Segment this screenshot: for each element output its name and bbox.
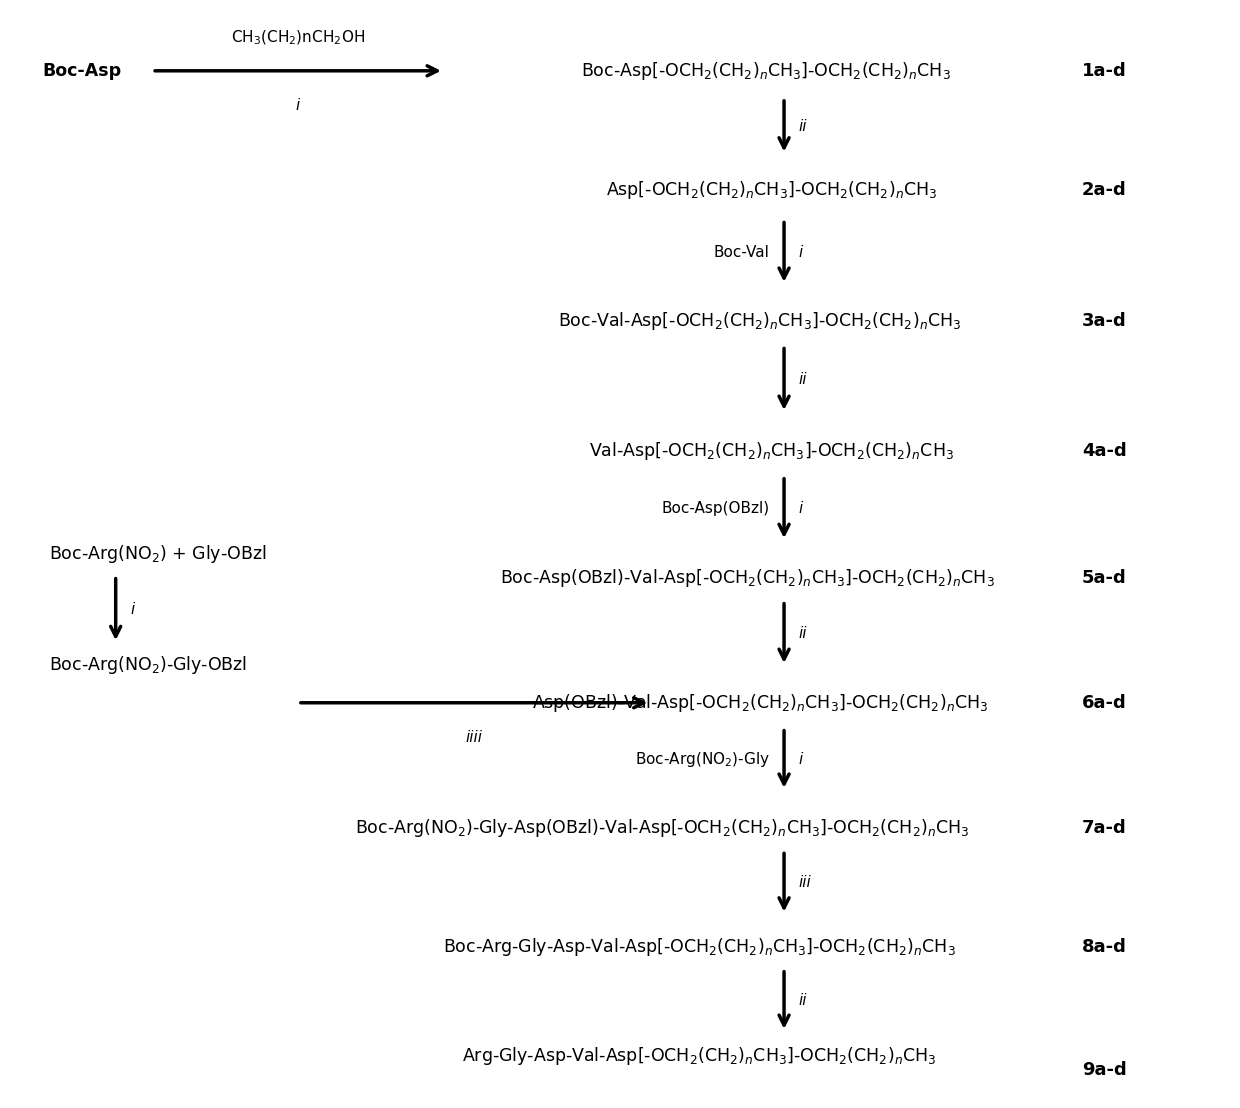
Text: ii: ii	[799, 119, 807, 134]
Text: i: i	[130, 602, 134, 617]
Text: ii: ii	[799, 626, 807, 640]
Text: 3a-d: 3a-d	[1081, 311, 1126, 329]
Text: iii: iii	[799, 875, 811, 890]
Text: ii: ii	[799, 993, 807, 1008]
Text: 7a-d: 7a-d	[1081, 819, 1126, 837]
Text: 9a-d: 9a-d	[1081, 1060, 1126, 1079]
Text: Boc-Arg(NO$_2$) + Gly-OBzl: Boc-Arg(NO$_2$) + Gly-OBzl	[48, 543, 267, 565]
Text: Asp[-OCH$_2$(CH$_2$)$_n$CH$_3$]-OCH$_2$(CH$_2$)$_n$CH$_3$: Asp[-OCH$_2$(CH$_2$)$_n$CH$_3$]-OCH$_2$(…	[606, 179, 937, 202]
Text: ii: ii	[799, 371, 807, 387]
Text: Boc-Arg-Gly-Asp-Val-Asp[-OCH$_2$(CH$_2$)$_n$CH$_3$]-OCH$_2$(CH$_2$)$_n$CH$_3$: Boc-Arg-Gly-Asp-Val-Asp[-OCH$_2$(CH$_2$)…	[443, 936, 956, 958]
Text: 1a-d: 1a-d	[1081, 62, 1126, 80]
Text: Boc-Arg(NO$_2$)-Gly-Asp(OBzl)-Val-Asp[-OCH$_2$(CH$_2$)$_n$CH$_3$]-OCH$_2$(CH$_2$: Boc-Arg(NO$_2$)-Gly-Asp(OBzl)-Val-Asp[-O…	[355, 817, 970, 839]
Text: Arg-Gly-Asp-Val-Asp[-OCH$_2$(CH$_2$)$_n$CH$_3$]-OCH$_2$(CH$_2$)$_n$CH$_3$: Arg-Gly-Asp-Val-Asp[-OCH$_2$(CH$_2$)$_n$…	[461, 1045, 936, 1067]
Text: 8a-d: 8a-d	[1081, 938, 1127, 956]
Text: i: i	[296, 98, 300, 113]
Text: i: i	[799, 751, 802, 767]
Text: Boc-Val-Asp[-OCH$_2$(CH$_2$)$_n$CH$_3$]-OCH$_2$(CH$_2$)$_n$CH$_3$: Boc-Val-Asp[-OCH$_2$(CH$_2$)$_n$CH$_3$]-…	[558, 309, 961, 331]
Text: Boc-Asp(OBzl): Boc-Asp(OBzl)	[661, 501, 770, 516]
Text: CH$_3$(CH$_2$)nCH$_2$OH: CH$_3$(CH$_2$)nCH$_2$OH	[231, 29, 365, 47]
Text: Boc-Arg(NO$_2$)-Gly-OBzl: Boc-Arg(NO$_2$)-Gly-OBzl	[48, 654, 247, 676]
Text: Boc-Arg(NO$_2$)-Gly: Boc-Arg(NO$_2$)-Gly	[635, 750, 770, 769]
Text: 4a-d: 4a-d	[1081, 442, 1126, 460]
Text: Val-Asp[-OCH$_2$(CH$_2$)$_n$CH$_3$]-OCH$_2$(CH$_2$)$_n$CH$_3$: Val-Asp[-OCH$_2$(CH$_2$)$_n$CH$_3$]-OCH$…	[589, 440, 955, 462]
Text: Boc-Asp[-OCH$_2$(CH$_2$)$_n$CH$_3$]-OCH$_2$(CH$_2$)$_n$CH$_3$: Boc-Asp[-OCH$_2$(CH$_2$)$_n$CH$_3$]-OCH$…	[580, 60, 951, 82]
Text: 5a-d: 5a-d	[1081, 568, 1126, 587]
Text: iiii: iiii	[466, 730, 482, 745]
Text: Boc-Val: Boc-Val	[713, 245, 770, 259]
Text: Boc-Asp: Boc-Asp	[42, 62, 122, 80]
Text: 6a-d: 6a-d	[1081, 694, 1126, 711]
Text: 2a-d: 2a-d	[1081, 182, 1126, 199]
Text: i: i	[799, 501, 802, 516]
Text: i: i	[799, 245, 802, 259]
Text: Asp(OBzl)-Val-Asp[-OCH$_2$(CH$_2$)$_n$CH$_3$]-OCH$_2$(CH$_2$)$_n$CH$_3$: Asp(OBzl)-Val-Asp[-OCH$_2$(CH$_2$)$_n$CH…	[532, 691, 988, 714]
Text: Boc-Asp(OBzl)-Val-Asp[-OCH$_2$(CH$_2$)$_n$CH$_3$]-OCH$_2$(CH$_2$)$_n$CH$_3$: Boc-Asp(OBzl)-Val-Asp[-OCH$_2$(CH$_2$)$_…	[500, 567, 994, 588]
